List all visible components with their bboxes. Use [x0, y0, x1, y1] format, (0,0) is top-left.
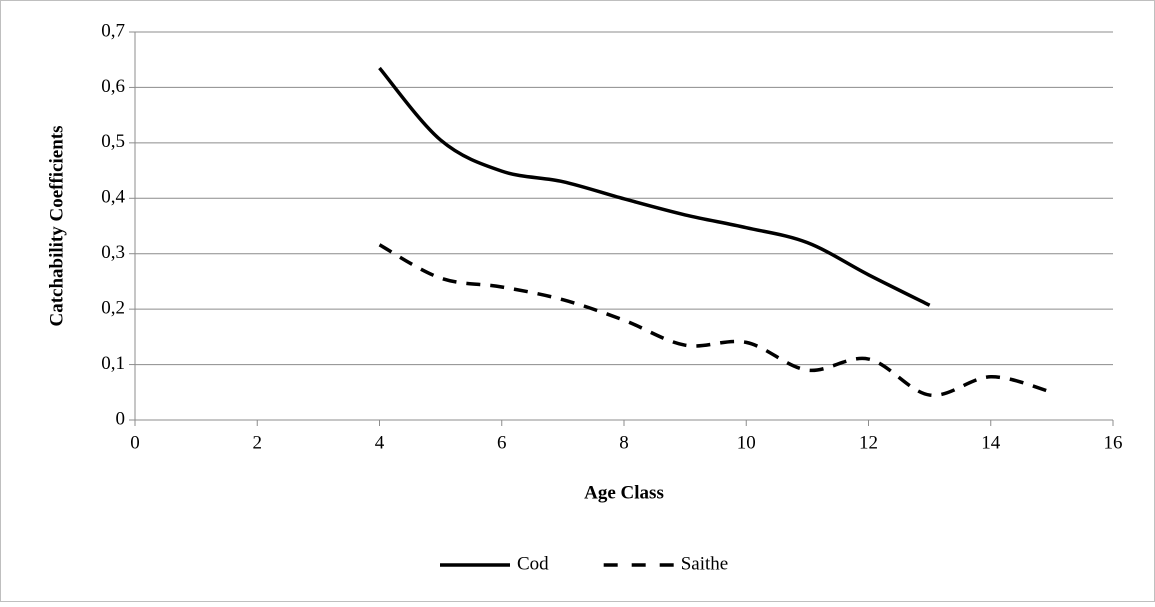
y-tick-label: 0,5: [101, 131, 125, 152]
line-series: [378, 66, 931, 307]
x-tick-label: 2: [253, 432, 263, 453]
x-tick-label: 12: [859, 432, 878, 453]
x-tick-label: 4: [375, 432, 385, 453]
legend-label: Saithe: [681, 553, 729, 574]
y-tick-label: 0,7: [101, 20, 125, 41]
x-tick-label: 16: [1104, 432, 1123, 453]
line-series: [378, 243, 1053, 397]
x-tick-label: 0: [130, 432, 140, 453]
y-tick-label: 0,2: [101, 298, 125, 319]
y-axis-title: Catchability Coefficients: [46, 125, 67, 326]
y-tick-label: 0,3: [101, 242, 125, 263]
x-tick-label: 8: [619, 432, 629, 453]
x-tick-label: 14: [981, 432, 1001, 453]
y-tick-label: 0,4: [101, 187, 125, 208]
y-tick-label: 0,1: [101, 353, 125, 374]
x-tick-label: 10: [737, 432, 756, 453]
x-axis-title: Age Class: [584, 482, 664, 503]
y-tick-label: 0: [116, 408, 126, 429]
x-tick-label: 6: [497, 432, 507, 453]
legend-label: Cod: [517, 553, 549, 574]
y-tick-label: 0,6: [101, 76, 125, 97]
